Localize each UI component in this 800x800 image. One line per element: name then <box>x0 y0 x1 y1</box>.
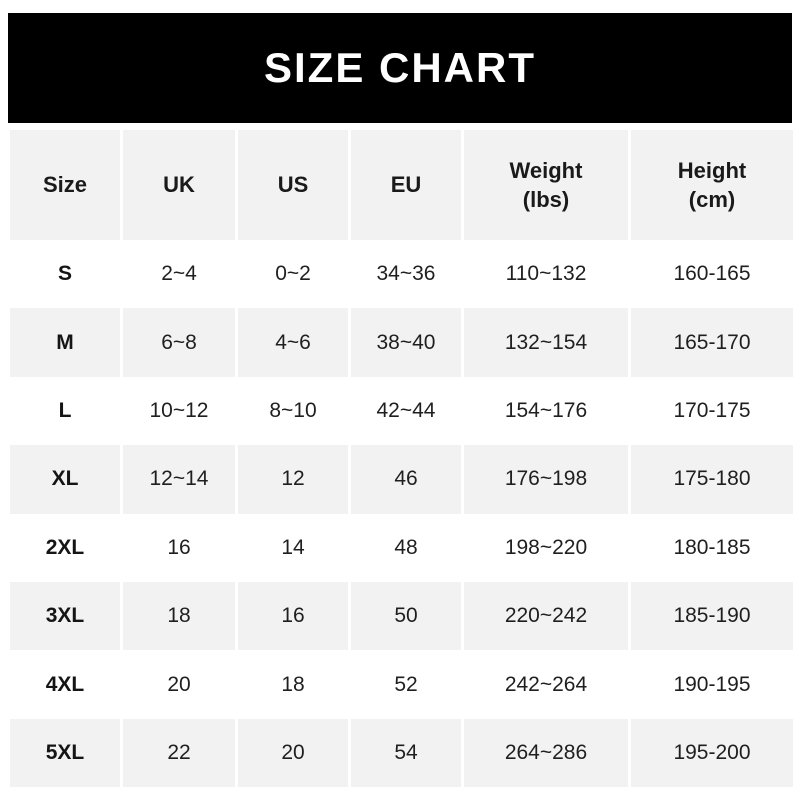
height-cell: 185-190 <box>631 581 793 651</box>
eu-cell: 50 <box>351 581 461 651</box>
header-cell-height: Height (cm) <box>631 130 793 240</box>
weight-cell: 176~198 <box>464 445 628 514</box>
eu-cell: 38~40 <box>351 308 461 377</box>
header-label-size: Size <box>42 172 88 198</box>
us-cell: 14 <box>238 513 348 582</box>
header-sublabel-weight-unit: (lbs) <box>522 187 570 212</box>
weight-cell: 110~132 <box>464 240 628 309</box>
table-row-5xl: 5XL 22 20 54 264~286 195-200 <box>10 718 793 788</box>
eu-cell: 34~36 <box>351 240 461 309</box>
header-cell-size: Size <box>10 130 120 240</box>
table-row-3xl: 3XL 18 16 50 220~242 185-190 <box>10 581 793 651</box>
weight-cell: 154~176 <box>464 376 628 446</box>
page-title: SIZE CHART <box>264 44 536 91</box>
eu-cell: 52 <box>351 650 461 719</box>
table-row-2xl: 2XL 16 14 48 198~220 180-185 <box>10 513 793 582</box>
size-cell: 2XL <box>10 513 120 582</box>
weight-cell: 242~264 <box>464 650 628 719</box>
header-label-us: US <box>277 172 309 198</box>
us-cell: 18 <box>238 650 348 719</box>
eu-cell: 54 <box>351 718 461 788</box>
header-cell-us: US <box>238 130 348 240</box>
height-cell: 165-170 <box>631 308 793 377</box>
size-table: Size UK US EU Weight (lbs) Height (cm) S… <box>10 130 793 788</box>
us-cell: 8~10 <box>238 376 348 446</box>
height-cell: 195-200 <box>631 718 793 788</box>
header-sublabel-height-unit: (cm) <box>688 187 736 212</box>
size-cell: M <box>10 308 120 377</box>
weight-cell: 132~154 <box>464 308 628 377</box>
weight-cell: 198~220 <box>464 513 628 582</box>
header-label-uk: UK <box>163 172 195 198</box>
height-cell: 175-180 <box>631 445 793 514</box>
us-cell: 0~2 <box>238 240 348 309</box>
eu-cell: 48 <box>351 513 461 582</box>
header-label-eu: EU <box>390 172 422 198</box>
size-cell: 4XL <box>10 650 120 719</box>
table-row-4xl: 4XL 20 18 52 242~264 190-195 <box>10 650 793 719</box>
uk-cell: 20 <box>123 650 235 719</box>
table-header-row: Size UK US EU Weight (lbs) Height (cm) <box>10 130 793 240</box>
us-cell: 12 <box>238 445 348 514</box>
size-cell: S <box>10 240 120 309</box>
size-cell: 3XL <box>10 581 120 651</box>
eu-cell: 42~44 <box>351 376 461 446</box>
header-label-height: Height <box>677 157 747 183</box>
eu-cell: 46 <box>351 445 461 514</box>
us-cell: 4~6 <box>238 308 348 377</box>
height-cell: 160-165 <box>631 240 793 309</box>
us-cell: 20 <box>238 718 348 788</box>
uk-cell: 2~4 <box>123 240 235 309</box>
header-label-weight: Weight <box>509 157 583 183</box>
table-row-m: M 6~8 4~6 38~40 132~154 165-170 <box>10 308 793 377</box>
uk-cell: 12~14 <box>123 445 235 514</box>
table-row-l: L 10~12 8~10 42~44 154~176 170-175 <box>10 376 793 446</box>
header-cell-uk: UK <box>123 130 235 240</box>
uk-cell: 16 <box>123 513 235 582</box>
weight-cell: 264~286 <box>464 718 628 788</box>
height-cell: 190-195 <box>631 650 793 719</box>
size-cell: 5XL <box>10 718 120 788</box>
table-row-s: S 2~4 0~2 34~36 110~132 160-165 <box>10 240 793 309</box>
header-cell-eu: EU <box>351 130 461 240</box>
title-banner: SIZE CHART <box>8 13 792 123</box>
height-cell: 170-175 <box>631 376 793 446</box>
size-cell: XL <box>10 445 120 514</box>
uk-cell: 6~8 <box>123 308 235 377</box>
header-cell-weight: Weight (lbs) <box>464 130 628 240</box>
table-row-xl: XL 12~14 12 46 176~198 175-180 <box>10 445 793 514</box>
weight-cell: 220~242 <box>464 581 628 651</box>
us-cell: 16 <box>238 581 348 651</box>
uk-cell: 18 <box>123 581 235 651</box>
size-cell: L <box>10 376 120 446</box>
uk-cell: 22 <box>123 718 235 788</box>
uk-cell: 10~12 <box>123 376 235 446</box>
height-cell: 180-185 <box>631 513 793 582</box>
